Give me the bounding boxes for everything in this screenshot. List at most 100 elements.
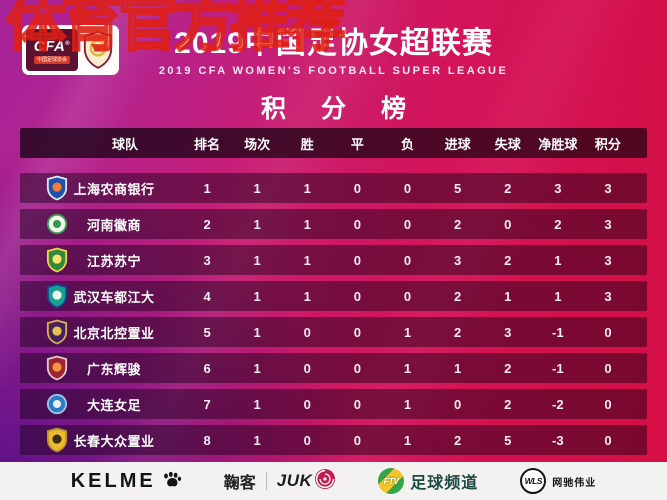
column-header: 进球 [444,136,471,152]
sponsor-juke: 鞠客 JUK [224,468,337,495]
win-cell: 1 [303,216,311,232]
win-cell: 0 [303,432,311,448]
column-header: 积分 [594,136,621,152]
draw-cell: 0 [353,324,361,340]
cfa-acronym: CFA® [33,37,71,55]
team-crest-icon [46,391,68,417]
cfa-crest-icon [81,30,115,70]
team-cell: 武汉车都江大 [20,283,182,309]
column-header: 失球 [494,136,521,152]
juke-en-text: JUK [276,471,313,490]
page-title: 2019中国足协女超联赛 [174,27,493,60]
table-row: 江苏苏宁 3 1 1 0 0 3 2 1 3 [20,245,647,275]
team-name: 武汉车都江大 [73,289,155,305]
goals-for-cell: 0 [453,396,462,412]
ftv-label: 足球频道 [410,475,479,492]
table-row: 大连女足 7 1 0 0 1 0 2 -2 0 [20,389,647,419]
goal-diff-cell: -1 [552,324,564,340]
paw-icon [162,470,182,493]
team-name: 江苏苏宁 [86,253,141,269]
team-crest-icon [46,427,68,453]
played-cell: 1 [253,360,261,376]
team-cell: 北京北控置业 [20,319,182,345]
played-cell: 1 [253,216,261,232]
standings-body: 上海农商银行 1 1 1 0 0 5 2 3 3 河南徽商 2 1 1 0 0 … [20,173,647,455]
team-crest-icon [46,319,68,345]
section-title: 积 分 榜 [261,95,420,123]
points-cell: 3 [604,180,612,196]
draw-cell: 0 [353,180,361,196]
played-cell: 1 [253,432,261,448]
points-cell: 0 [604,360,612,376]
wls-circle-icon: WLS [520,468,547,494]
goals-against-cell: 2 [504,360,512,376]
loss-cell: 1 [403,396,412,412]
team-name: 河南徽商 [86,217,141,233]
goals-for-cell: 3 [453,252,462,268]
table-row: 上海农商银行 1 1 1 0 0 5 2 3 3 [20,173,647,203]
rank-cell: 1 [203,180,211,196]
goal-diff-cell: 3 [554,180,562,196]
team-cell: 上海农商银行 [20,175,182,201]
sponsor-ftv: FTV 足球频道 [378,468,478,494]
cfa-sub-label: 中国足球协会 [33,55,70,64]
played-cell: 1 [253,180,261,196]
rank-cell: 2 [203,216,211,232]
rank-cell: 3 [203,252,211,268]
cfa-logo-badge: CFA® 中国足球协会 [26,29,78,71]
column-header: 负 [400,136,414,152]
goals-against-cell: 2 [504,252,512,268]
played-cell: 1 [253,396,261,412]
goals-against-cell: 2 [504,396,512,412]
team-crest-icon [46,247,68,273]
points-cell: 3 [604,216,612,232]
draw-cell: 0 [353,252,361,268]
goals-for-cell: 2 [453,288,462,304]
goal-diff-cell: -2 [552,396,564,412]
team-cell: 河南徽商 [20,211,182,237]
rank-cell: 6 [203,360,211,376]
team-crest-icon [46,175,68,201]
column-header: 球队 [111,136,138,152]
played-cell: 1 [253,288,261,304]
wls-label: 网驰伟业 [552,477,597,489]
draw-cell: 0 [353,216,361,232]
sponsor-kelme: KELME [71,470,182,493]
team-cell: 长春大众置业 [20,427,182,453]
ftv-icon-text: FTV [383,476,399,486]
goals-against-cell: 5 [504,432,512,448]
rank-cell: 8 [203,432,211,448]
team-cell: 广东辉骏 [20,355,182,381]
table-header-row: 球队 排名 场次 胜 平 负 进球 失球 净胜球 积分 [20,128,647,158]
table-row: 河南徽商 2 1 1 0 0 2 0 2 3 [20,209,647,239]
goals-for-cell: 1 [453,360,462,376]
wls-icon-text: WLS [524,476,543,486]
column-header: 场次 [244,136,271,152]
goals-against-cell: 0 [504,216,512,232]
juke-cn-text: 鞠客 [223,475,256,492]
ftv-ball-icon: FTV [378,468,405,494]
goals-for-cell: 5 [453,180,462,196]
loss-cell: 0 [403,252,412,268]
points-cell: 3 [604,252,612,268]
win-cell: 0 [303,360,311,376]
played-cell: 1 [253,252,261,268]
goals-for-cell: 2 [453,216,462,232]
loss-cell: 0 [403,216,412,232]
loss-cell: 1 [403,324,412,340]
draw-cell: 0 [353,396,361,412]
rank-cell: 5 [203,324,211,340]
column-header: 胜 [300,136,314,152]
standings-table: 球队 排名 场次 胜 平 负 进球 失球 净胜球 积分 上海农商银行 1 1 1 0 0 5 2 … [20,128,647,461]
team-crest-icon [46,355,68,381]
table-row: 广东辉骏 6 1 0 0 1 1 2 -1 0 [20,353,647,383]
goal-diff-cell: -1 [552,360,564,376]
team-crest-icon [46,283,68,309]
win-cell: 0 [303,396,311,412]
juke-rose-icon [314,468,336,495]
sponsor-wls: WLS 网驰伟业 [520,468,596,494]
draw-cell: 0 [353,288,361,304]
points-cell: 0 [604,396,612,412]
win-cell: 0 [303,324,311,340]
